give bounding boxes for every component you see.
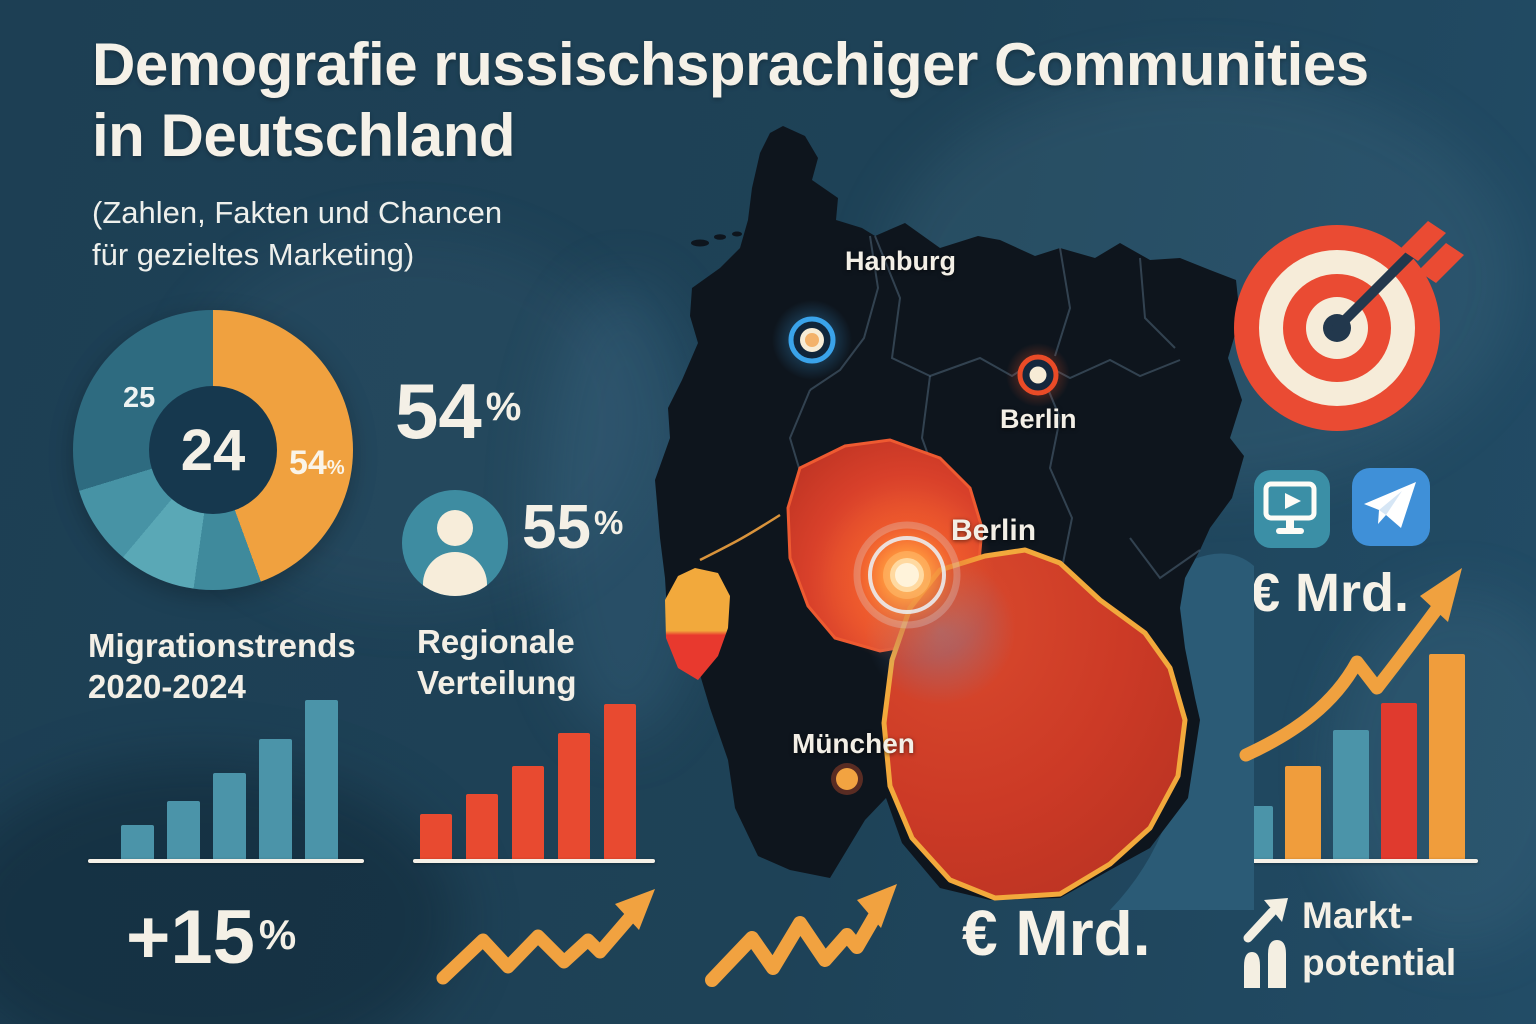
bar bbox=[213, 773, 246, 859]
growth-curve-arrow bbox=[1239, 568, 1462, 762]
city-label-hanburg: Hanburg bbox=[845, 246, 956, 276]
person-icon bbox=[402, 490, 508, 596]
tv-media-icon bbox=[1254, 470, 1330, 548]
bar bbox=[1285, 766, 1321, 859]
donut-chart: 24 25 54% bbox=[73, 310, 353, 590]
bar bbox=[1333, 730, 1369, 859]
stat-55-percent: 55% bbox=[522, 493, 624, 562]
title-line1: Demografie russischsprachiger Communitie… bbox=[92, 31, 1369, 98]
bar bbox=[305, 700, 338, 859]
berlin-marker bbox=[1006, 343, 1070, 407]
stat-54-percent: 54% bbox=[395, 367, 522, 455]
bar bbox=[167, 801, 200, 859]
migration-title: Migrationstrends 2020-2024 bbox=[88, 627, 356, 705]
map-island bbox=[691, 239, 709, 247]
map-island bbox=[714, 234, 726, 240]
map-border-highlight bbox=[699, 513, 781, 562]
target-icon bbox=[1234, 221, 1464, 431]
subtitle-line1: (Zahlen, Fakten und Chancen bbox=[92, 195, 503, 230]
map-island bbox=[732, 231, 742, 237]
city-label-berlin-ne: Berlin bbox=[1000, 404, 1077, 434]
bar bbox=[420, 814, 452, 859]
donut-center-value: 24 bbox=[180, 417, 246, 483]
market-potential-label: Markt- potential bbox=[1302, 895, 1457, 984]
migration-axis-line bbox=[88, 859, 364, 863]
migration-bar-chart bbox=[88, 699, 403, 859]
muenchen-marker bbox=[831, 763, 863, 795]
bar bbox=[1429, 654, 1465, 859]
city-label-berlin-center: Berlin bbox=[951, 514, 1037, 547]
regional-axis-line bbox=[413, 859, 655, 863]
bar bbox=[466, 794, 498, 859]
bar bbox=[558, 733, 590, 859]
market-axis-line bbox=[1228, 859, 1478, 863]
page-title: Demografie russischsprachiger Communitie… bbox=[92, 30, 1369, 172]
trend-zigzag-arrow-left bbox=[436, 889, 655, 985]
subtitle-line2: für gezieltes Marketing) bbox=[92, 236, 415, 272]
bar bbox=[604, 704, 636, 859]
page-subtitle: (Zahlen, Fakten und Chancen für gezielte… bbox=[92, 192, 502, 276]
city-label-muenchen: München bbox=[792, 728, 915, 759]
donut-hole: 24 bbox=[149, 386, 277, 514]
map-region-east-blue bbox=[1110, 553, 1254, 910]
bar bbox=[512, 766, 544, 859]
regional-title: Regionale Verteilung bbox=[417, 623, 577, 701]
bar bbox=[121, 825, 154, 859]
donut-label-54: 54% bbox=[289, 444, 345, 482]
market-potential-icon bbox=[1243, 898, 1288, 988]
map-region-yellow bbox=[665, 568, 730, 680]
eur-mrd-right: € Mrd. bbox=[1250, 563, 1410, 623]
trend-zigzag-arrow-center bbox=[705, 884, 897, 987]
growth-stat: +15% bbox=[126, 895, 297, 980]
germany-map bbox=[655, 126, 1254, 910]
center-glow-marker bbox=[819, 487, 995, 663]
bar bbox=[259, 739, 292, 859]
hamburg-marker bbox=[772, 300, 852, 380]
title-line2: in Deutschland bbox=[92, 101, 516, 169]
telegram-icon bbox=[1352, 468, 1430, 546]
donut-label-25: 25 bbox=[123, 382, 156, 414]
bar bbox=[1381, 703, 1417, 859]
regional-bar-chart bbox=[415, 702, 662, 859]
